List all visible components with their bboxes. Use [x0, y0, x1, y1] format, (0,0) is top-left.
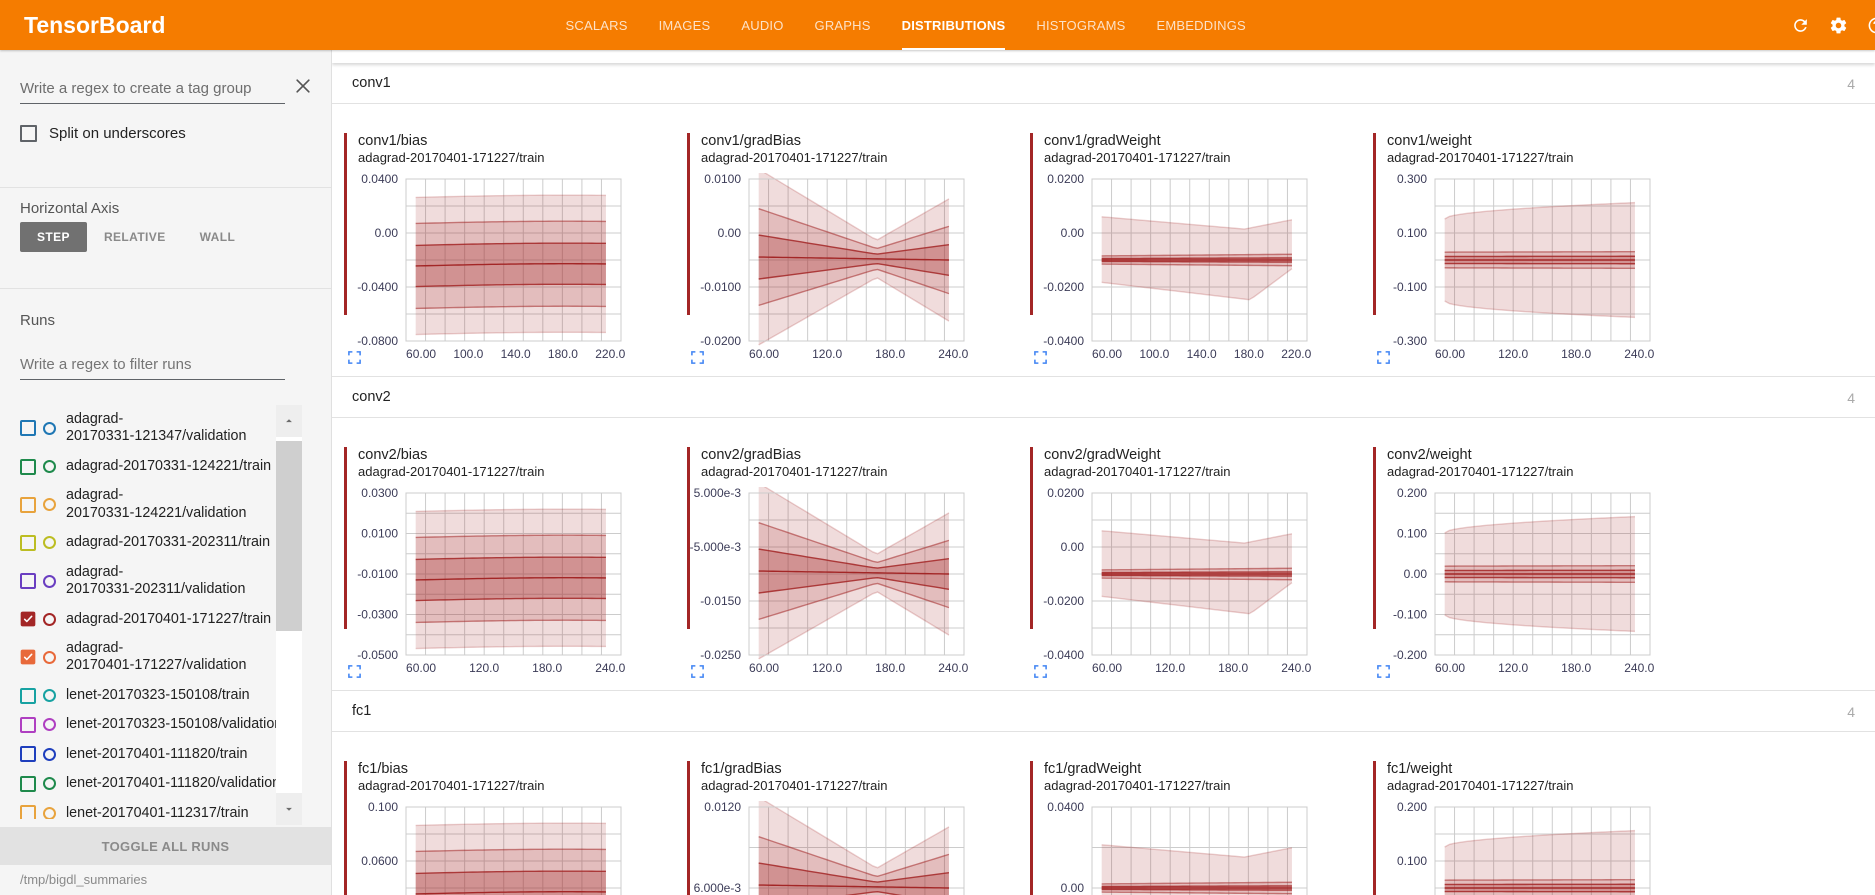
- svg-text:-0.0250: -0.0250: [700, 648, 741, 662]
- svg-text:120.0: 120.0: [812, 661, 842, 675]
- svg-text:120.0: 120.0: [1498, 347, 1528, 361]
- svg-text:0.0120: 0.0120: [704, 801, 741, 814]
- svg-text:0.00: 0.00: [1061, 881, 1085, 895]
- svg-text:-0.0400: -0.0400: [1043, 648, 1084, 662]
- svg-text:0.100: 0.100: [1397, 527, 1427, 541]
- svg-text:-5.000e-3: -5.000e-3: [690, 540, 742, 554]
- svg-text:180.0: 180.0: [1561, 661, 1591, 675]
- svg-text:-0.0200: -0.0200: [1043, 594, 1084, 608]
- svg-text:60.00: 60.00: [406, 661, 436, 675]
- svg-text:-0.0800: -0.0800: [357, 334, 398, 348]
- svg-text:120.0: 120.0: [1498, 661, 1528, 675]
- svg-text:0.0400: 0.0400: [361, 173, 398, 186]
- svg-text:-0.200: -0.200: [1393, 648, 1427, 662]
- svg-text:60.00: 60.00: [1092, 661, 1122, 675]
- svg-text:180.0: 180.0: [532, 661, 562, 675]
- svg-text:60.00: 60.00: [1435, 661, 1465, 675]
- svg-text:-0.0200: -0.0200: [700, 334, 741, 348]
- svg-text:180.0: 180.0: [548, 347, 578, 361]
- svg-text:-0.0400: -0.0400: [1043, 334, 1084, 348]
- svg-text:60.00: 60.00: [749, 347, 779, 361]
- svg-text:0.300: 0.300: [1397, 173, 1427, 186]
- svg-text:0.0400: 0.0400: [1047, 801, 1084, 814]
- svg-text:-0.300: -0.300: [1393, 334, 1427, 348]
- svg-text:100.0: 100.0: [1139, 347, 1169, 361]
- svg-text:-0.0300: -0.0300: [357, 608, 398, 622]
- svg-text:60.00: 60.00: [1435, 347, 1465, 361]
- svg-text:0.00: 0.00: [375, 226, 399, 240]
- svg-text:140.0: 140.0: [501, 347, 531, 361]
- svg-text:240.0: 240.0: [1624, 661, 1654, 675]
- svg-text:0.00: 0.00: [1061, 226, 1085, 240]
- svg-text:0.0600: 0.0600: [361, 854, 398, 868]
- svg-text:100.0: 100.0: [453, 347, 483, 361]
- svg-text:140.0: 140.0: [1187, 347, 1217, 361]
- svg-text:0.0100: 0.0100: [361, 527, 398, 541]
- svg-text:-0.0200: -0.0200: [1043, 280, 1084, 294]
- svg-text:6.000e-3: 6.000e-3: [694, 881, 742, 895]
- svg-text:0.200: 0.200: [1397, 801, 1427, 814]
- svg-text:60.00: 60.00: [406, 347, 436, 361]
- svg-text:0.00: 0.00: [1404, 567, 1428, 581]
- svg-text:-0.0500: -0.0500: [357, 648, 398, 662]
- svg-text:220.0: 220.0: [1281, 347, 1311, 361]
- svg-text:120.0: 120.0: [812, 347, 842, 361]
- svg-text:-0.0400: -0.0400: [357, 280, 398, 294]
- svg-text:-0.100: -0.100: [1393, 608, 1427, 622]
- svg-text:-0.100: -0.100: [1393, 280, 1427, 294]
- svg-text:240.0: 240.0: [1281, 661, 1311, 675]
- svg-text:-0.0150: -0.0150: [700, 594, 741, 608]
- svg-text:60.00: 60.00: [1092, 347, 1122, 361]
- svg-text:-0.0100: -0.0100: [700, 280, 741, 294]
- svg-text:180.0: 180.0: [1234, 347, 1264, 361]
- svg-text:220.0: 220.0: [595, 347, 625, 361]
- svg-text:0.00: 0.00: [1061, 540, 1085, 554]
- svg-text:0.0100: 0.0100: [704, 173, 741, 186]
- svg-text:180.0: 180.0: [875, 347, 905, 361]
- svg-text:0.00: 0.00: [718, 226, 742, 240]
- svg-text:60.00: 60.00: [749, 661, 779, 675]
- svg-text:120.0: 120.0: [469, 661, 499, 675]
- svg-text:180.0: 180.0: [1561, 347, 1591, 361]
- svg-text:120.0: 120.0: [1155, 661, 1185, 675]
- svg-text:0.200: 0.200: [1397, 487, 1427, 500]
- svg-text:5.000e-3: 5.000e-3: [694, 487, 742, 500]
- svg-text:180.0: 180.0: [1218, 661, 1248, 675]
- svg-text:0.0200: 0.0200: [1047, 487, 1084, 500]
- svg-text:0.100: 0.100: [1397, 226, 1427, 240]
- svg-text:0.0200: 0.0200: [1047, 173, 1084, 186]
- svg-text:240.0: 240.0: [938, 347, 968, 361]
- svg-text:0.100: 0.100: [1397, 854, 1427, 868]
- svg-text:240.0: 240.0: [595, 661, 625, 675]
- svg-text:240.0: 240.0: [938, 661, 968, 675]
- svg-text:-0.0100: -0.0100: [357, 567, 398, 581]
- svg-text:240.0: 240.0: [1624, 347, 1654, 361]
- svg-text:180.0: 180.0: [875, 661, 905, 675]
- svg-text:0.0300: 0.0300: [361, 487, 398, 500]
- svg-text:0.100: 0.100: [368, 801, 398, 814]
